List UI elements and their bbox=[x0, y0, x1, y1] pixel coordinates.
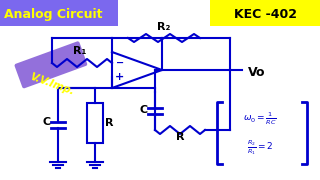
Bar bbox=[87, 103, 103, 143]
Text: Analog Circuit: Analog Circuit bbox=[4, 8, 102, 21]
Text: Vo: Vo bbox=[248, 66, 266, 78]
Text: C: C bbox=[140, 105, 148, 115]
Text: V.V.Imp.: V.V.Imp. bbox=[28, 71, 76, 97]
Text: R: R bbox=[176, 132, 184, 142]
Text: R: R bbox=[105, 118, 113, 128]
Text: −: − bbox=[116, 58, 124, 68]
FancyBboxPatch shape bbox=[210, 0, 320, 26]
Text: R₂: R₂ bbox=[157, 22, 171, 32]
Text: KEC -402: KEC -402 bbox=[234, 8, 297, 21]
Text: +: + bbox=[116, 72, 124, 82]
FancyBboxPatch shape bbox=[14, 41, 87, 88]
Text: $\frac{R_2}{R_1} = 2$: $\frac{R_2}{R_1} = 2$ bbox=[247, 139, 273, 157]
Text: $\omega_0 = \frac{1}{RC}$: $\omega_0 = \frac{1}{RC}$ bbox=[243, 111, 277, 127]
Text: C: C bbox=[43, 117, 51, 127]
Text: R₁: R₁ bbox=[73, 46, 87, 56]
FancyBboxPatch shape bbox=[0, 0, 118, 26]
